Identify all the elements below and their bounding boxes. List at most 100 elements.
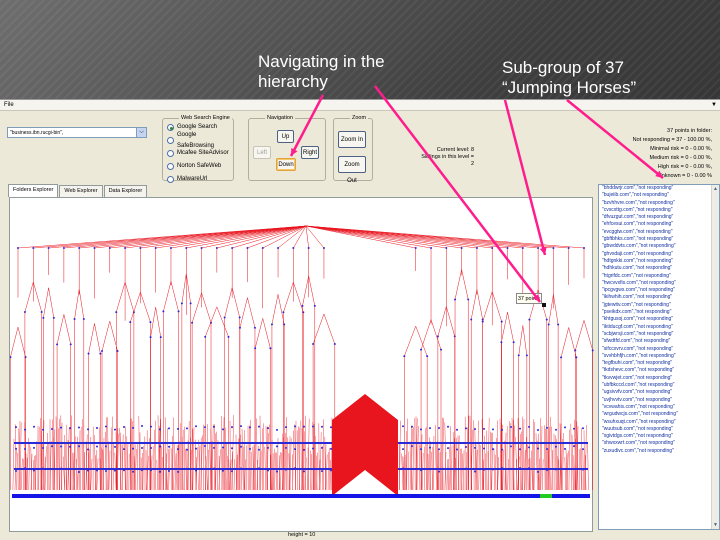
- list-item[interactable]: "hdtgnkki.com","not responding": [602, 257, 674, 264]
- tree-node: [312, 342, 315, 345]
- list-item[interactable]: "jgtewitv.com","not responding": [602, 301, 671, 308]
- radio-icon[interactable]: [167, 150, 174, 157]
- list-item[interactable]: "hwcvvxfis.com","not responding": [602, 279, 676, 286]
- radio-icon[interactable]: [167, 176, 174, 183]
- url-list[interactable]: "bhddwrjr.com","not responding" "bujeiib.…: [598, 184, 720, 530]
- list-item[interactable]: "bzvhhvre.com","not responding": [602, 199, 675, 206]
- list-item[interactable]: "ehfcesui.com","not responding": [602, 221, 674, 228]
- tree-edge: [17, 327, 26, 358]
- list-item[interactable]: "gbftbhks.com","not responding": [602, 236, 674, 243]
- zoom-out-button[interactable]: Zoom Out: [338, 156, 366, 184]
- tree-edge: [262, 225, 307, 249]
- tree-edge: [63, 314, 71, 345]
- tree-node: [204, 426, 206, 429]
- list-item[interactable]: "zuxudivc.com","not responding": [602, 447, 674, 454]
- engine-option[interactable]: Norton SafeWeb: [167, 160, 233, 173]
- right-button[interactable]: Right: [301, 146, 319, 159]
- list-item[interactable]: "pseikdx.com","not responding": [602, 309, 672, 316]
- up-button[interactable]: Up: [277, 130, 294, 143]
- tree-edge: [560, 327, 569, 358]
- explorer-tabs: Folders Explorer Web Explorer Data Explore…: [8, 184, 148, 197]
- tree-node: [294, 425, 296, 428]
- list-item[interactable]: "ikihwhih.com","not responding": [602, 294, 673, 301]
- list-item[interactable]: "dfvuzgut.com","not responding": [602, 214, 674, 221]
- radio-icon[interactable]: [167, 163, 174, 170]
- zoom-in-button[interactable]: Zoom In: [338, 131, 366, 148]
- list-item[interactable]: "tegfbuhi.com","not responding": [602, 360, 673, 367]
- tree-node: [420, 448, 422, 451]
- list-item[interactable]: "gbwddvts.com","not responding": [602, 243, 676, 250]
- list-item[interactable]: "xhwxxwrt.com","not responding": [602, 440, 675, 447]
- list-item[interactable]: "ipcgvgws.com","not responding": [602, 287, 675, 294]
- tree-edge: [216, 225, 307, 249]
- list-item[interactable]: "tkvvwjet.com","not responding": [602, 374, 673, 381]
- list-item[interactable]: "bujeiib.com","not responding": [602, 192, 669, 199]
- list-item[interactable]: "htgrifdc.com","not responding": [602, 272, 671, 279]
- tree-edge: [201, 225, 307, 249]
- down-button[interactable]: Down: [276, 158, 296, 171]
- chevron-down-icon[interactable]: ▼: [711, 102, 717, 108]
- list-item[interactable]: "ubfbkccd.com","not responding": [602, 382, 675, 389]
- radio-icon[interactable]: [167, 137, 174, 144]
- tree-node: [303, 448, 305, 451]
- leaf-edge: [55, 416, 58, 491]
- list-item[interactable]: "ghvxdaji.com","not responding": [602, 250, 673, 257]
- tree-node: [99, 352, 102, 355]
- list-item[interactable]: "uvjhvvtv.com","not responding": [602, 396, 673, 403]
- tab-data-explorer[interactable]: Data Explorer: [103, 185, 148, 197]
- url-list-scrollbar[interactable]: ▲ ▼: [711, 185, 719, 529]
- list-item[interactable]: "ugsivvfv.com","not responding": [602, 389, 673, 396]
- list-item[interactable]: "bhddwrjr.com","not responding": [602, 185, 674, 191]
- leaf-edge: [304, 415, 306, 491]
- tree-node: [159, 428, 161, 431]
- list-item[interactable]: "vcvwahis.com","not responding": [602, 403, 675, 410]
- list-item[interactable]: "sifccxvrv.com","not responding": [602, 345, 674, 352]
- engine-option[interactable]: Google SafeBrowsing: [167, 132, 233, 149]
- scroll-down-icon[interactable]: ▼: [713, 522, 718, 528]
- leaf-edge: [205, 456, 208, 491]
- tree-edge: [239, 297, 248, 328]
- tree-canvas[interactable]: [9, 197, 594, 533]
- list-item[interactable]: "wsuhxuqt.com","not responding": [602, 418, 676, 425]
- list-item[interactable]: "scbjwrsji.com","not responding": [602, 330, 674, 337]
- tree-edge: [323, 313, 336, 345]
- engine-option[interactable]: Google Search: [167, 121, 233, 134]
- list-item[interactable]: "cvxcxttg.com","not responding": [602, 206, 673, 213]
- tree-edge: [56, 314, 65, 345]
- tree-node: [150, 425, 152, 428]
- list-item[interactable]: "iktiducgf.com","not responding": [602, 323, 673, 330]
- tree-node: [313, 304, 316, 307]
- tree-node: [42, 428, 44, 431]
- tree-node: [330, 426, 332, 429]
- tree-node: [168, 427, 170, 430]
- list-item[interactable]: "wuutsub.com","not responding": [602, 425, 674, 432]
- tree-node: [258, 448, 260, 451]
- tab-folders-explorer[interactable]: Folders Explorer: [8, 184, 59, 197]
- hierarchy-tree[interactable]: [10, 198, 594, 533]
- dropdown-arrow-icon[interactable]: ⌵: [136, 128, 146, 137]
- scroll-up-icon[interactable]: ▲: [713, 186, 718, 192]
- leaf-edge: [301, 428, 304, 491]
- leaf-edge: [318, 459, 321, 491]
- list-item[interactable]: "wrgudwcjs.com","not responding": [602, 411, 678, 418]
- tree-node: [105, 425, 107, 428]
- list-item[interactable]: "sfwdtfd.com","not responding": [602, 338, 671, 345]
- list-item[interactable]: "tkdshevc.com","not responding": [602, 367, 675, 374]
- tree-node: [24, 448, 26, 451]
- radio-icon[interactable]: [167, 124, 174, 131]
- engine-option[interactable]: MalwareUrl: [167, 173, 233, 186]
- url-select[interactable]: "business.ibn.rucgi-bin", ⌵: [7, 127, 147, 138]
- menu-file[interactable]: File: [4, 102, 14, 108]
- tree-node: [115, 311, 118, 314]
- left-button[interactable]: Left: [253, 146, 271, 159]
- tab-web-explorer[interactable]: Web Explorer: [59, 185, 103, 197]
- list-item[interactable]: "svvhbhfjh.com","not responding": [602, 352, 676, 359]
- list-item[interactable]: "hdhkutu.com","not responding": [602, 265, 673, 272]
- leaf-edge: [566, 453, 568, 491]
- tree-edge: [170, 225, 307, 249]
- leaf-edge: [195, 439, 197, 491]
- list-item[interactable]: "khtgusoj.com","not responding": [602, 316, 674, 323]
- list-item[interactable]: "evcggtw.com","not responding": [602, 228, 673, 235]
- engine-option[interactable]: Mcafee SiteAdvisor: [167, 147, 233, 160]
- list-item[interactable]: "xgivtdgs.com","not responding": [602, 433, 673, 440]
